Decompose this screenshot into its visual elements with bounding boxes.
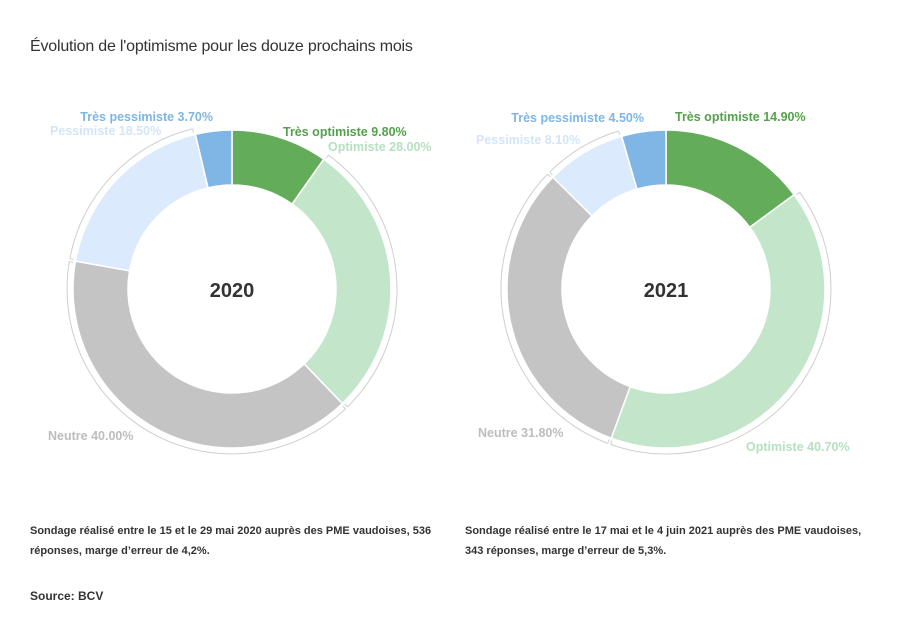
bracket-tick-pessimiste-1-2021 bbox=[618, 130, 621, 135]
bracket-pessimiste-2021 bbox=[549, 130, 619, 173]
center-label-2021: 2021 bbox=[644, 280, 689, 302]
label-tres-pessimiste-2020: Très pessimiste 3.70% bbox=[80, 110, 213, 124]
chart-title: Évolution de l'optimisme pour les douze … bbox=[30, 38, 413, 55]
bracket-optimiste-2020 bbox=[328, 154, 398, 408]
slice-tres-pessimiste-2021[interactable] bbox=[620, 129, 667, 191]
label-pessimiste-2020: Pessimiste 18.50% bbox=[50, 124, 161, 138]
bracket-tick-optimiste-1-2020 bbox=[344, 403, 348, 408]
slice-neutre-2021[interactable] bbox=[506, 176, 632, 440]
bracket-tick-neutre-1-2020 bbox=[69, 261, 74, 263]
bracket-tick-neutre-0-2021 bbox=[607, 439, 610, 444]
label-tres-optimiste-2020: Très optimiste 9.80% bbox=[283, 125, 407, 139]
label-tres-pessimiste-2021: Très pessimiste 4.50% bbox=[511, 111, 644, 125]
label-tres-optimiste-2021: Très optimiste 14.90% bbox=[675, 110, 806, 124]
bracket-pessimiste-2020 bbox=[69, 128, 193, 259]
slice-optimiste-2020[interactable] bbox=[291, 158, 392, 405]
slice-pessimiste-2020[interactable] bbox=[74, 133, 209, 272]
survey-note-2021: Sondage réalisé entre le 17 mai et le 4 … bbox=[465, 525, 862, 557]
slice-optimiste-2021[interactable] bbox=[610, 193, 826, 449]
donut-chart-2020: 2020 Très optimiste 9.80%Optimiste 28.00%… bbox=[48, 110, 432, 455]
bracket-tick-optimiste-1-2021 bbox=[610, 440, 613, 445]
bracket-tick-optimiste-0-2020 bbox=[325, 154, 329, 159]
source-credit: Source: BCV bbox=[30, 589, 104, 603]
label-optimiste-2020: Optimiste 28.00% bbox=[328, 140, 432, 154]
survey-note-2020: Sondage réalisé entre le 15 et le 29 mai… bbox=[30, 525, 432, 557]
donut-chart-2021: 2021 Très optimiste 14.90% Optimiste 40.70… bbox=[476, 110, 850, 455]
bracket-tick-pessimiste-1-2020 bbox=[192, 128, 195, 133]
label-neutre-2021: Neutre 31.80% bbox=[478, 426, 563, 440]
label-pessimiste-2021: Pessimiste 8.10% bbox=[476, 133, 580, 147]
bracket-tick-optimiste-0-2021 bbox=[796, 191, 801, 196]
label-neutre-2020: Neutre 40.00% bbox=[48, 429, 133, 443]
slice-neutre-2020[interactable] bbox=[72, 260, 344, 449]
bracket-tick-pessimiste-0-2021 bbox=[549, 171, 553, 176]
bracket-tick-pessimiste-0-2020 bbox=[69, 258, 74, 260]
bracket-optimiste-2021 bbox=[610, 192, 832, 455]
bracket-tick-neutre-0-2020 bbox=[342, 405, 346, 410]
bracket-neutre-2020 bbox=[66, 261, 346, 455]
label-optimiste-2021: Optimiste 40.70% bbox=[746, 440, 850, 454]
center-label-2020: 2020 bbox=[210, 280, 255, 302]
slice-tres-pessimiste-2020[interactable] bbox=[194, 129, 233, 189]
bracket-tick-neutre-1-2021 bbox=[547, 173, 551, 178]
bracket-neutre-2021 bbox=[500, 173, 608, 444]
